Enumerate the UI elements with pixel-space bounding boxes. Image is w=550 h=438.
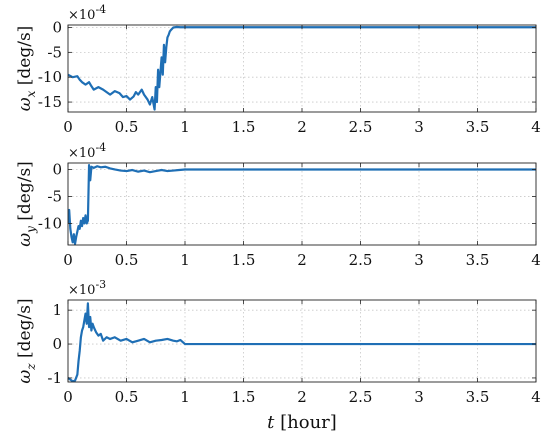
y-tick-label-y-2: 0: [52, 160, 62, 178]
subplot-y: 0 0.5 1 1.5 2 2.5 3 3.5 4 -10 -5 0 ×10-4 ωy [deg/s]: [15, 141, 541, 269]
x-tick-label-z-1: 0.5: [115, 388, 139, 406]
x-tick-label-z-3: 1.5: [232, 388, 256, 406]
x-tick-label-x-4: 2: [297, 118, 307, 136]
x-tick-label-x-1: 0.5: [115, 118, 139, 136]
x-tick-label-x-6: 3: [414, 118, 424, 136]
x-tick-label-x-3: 1.5: [232, 118, 256, 136]
x-tick-label-z-4: 2: [297, 388, 307, 406]
x-tick-label-y-6: 3: [414, 251, 424, 269]
x-tick-label-z-7: 3.5: [466, 388, 490, 406]
y-tick-label-z-1: 0: [52, 335, 62, 353]
x-tick-label-y-4: 2: [297, 251, 307, 269]
x-tick-label-x-5: 2.5: [349, 118, 373, 136]
series-line-z-0: [68, 302, 536, 382]
y-tick-label-x-1: -10: [38, 68, 62, 86]
x-tick-label-z-0: 0: [63, 388, 73, 406]
y-exponent-label-x: ×10-4: [68, 3, 106, 23]
x-tick-label-y-3: 1.5: [232, 251, 256, 269]
series-line-x-0: [68, 25, 536, 111]
y-tick-label-x-2: -5: [47, 43, 62, 61]
y-exponent-label-z: ×10-3: [68, 278, 106, 298]
y-tick-label-z-0: -1: [47, 369, 62, 387]
y-tick-label-y-0: -10: [38, 214, 62, 232]
x-tick-label-z-8: 4: [531, 388, 541, 406]
x-tick-label-x-8: 4: [531, 118, 541, 136]
y-tick-label-y-1: -5: [47, 187, 62, 205]
y-tick-label-x-0: -15: [38, 93, 62, 111]
subplot-x: 0 0.5 1 1.5 2 2.5 3 3.5 4 -15 -10 -5 0 ×10-4 ωx [deg/s…: [15, 3, 541, 136]
x-tick-label-y-0: 0: [63, 251, 73, 269]
x-tick-label-x-7: 3.5: [466, 118, 490, 136]
x-tick-label-z-2: 1: [180, 388, 190, 406]
x-tick-label-y-2: 1: [180, 251, 190, 269]
y-axis-label-x: ωx [deg/s]: [15, 26, 38, 112]
y-tick-label-x-3: 0: [52, 18, 62, 36]
y-tick-label-z-2: 1: [52, 301, 62, 319]
x-tick-label-y-7: 3.5: [466, 251, 490, 269]
y-axis-label-z: ωz [deg/s]: [15, 298, 38, 383]
x-tick-label-y-8: 4: [531, 251, 541, 269]
x-tick-label-y-1: 0.5: [115, 251, 139, 269]
x-tick-label-x-0: 0: [63, 118, 73, 136]
x-axis-label: t [hour]: [267, 412, 337, 433]
x-tick-label-x-2: 1: [180, 118, 190, 136]
x-tick-label-y-5: 2.5: [349, 251, 373, 269]
y-exponent-label-y: ×10-4: [68, 141, 106, 161]
x-tick-label-z-5: 2.5: [349, 388, 373, 406]
subplot-z: 0 0.5 1 1.5 2 2.5 3 3.5 4-101×10-3ωz [deg/s]t [h…: [15, 278, 541, 433]
series-line-y-0: [68, 164, 536, 245]
x-tick-label-z-6: 3: [414, 388, 424, 406]
y-axis-label-y: ωy [deg/s]: [15, 161, 38, 247]
